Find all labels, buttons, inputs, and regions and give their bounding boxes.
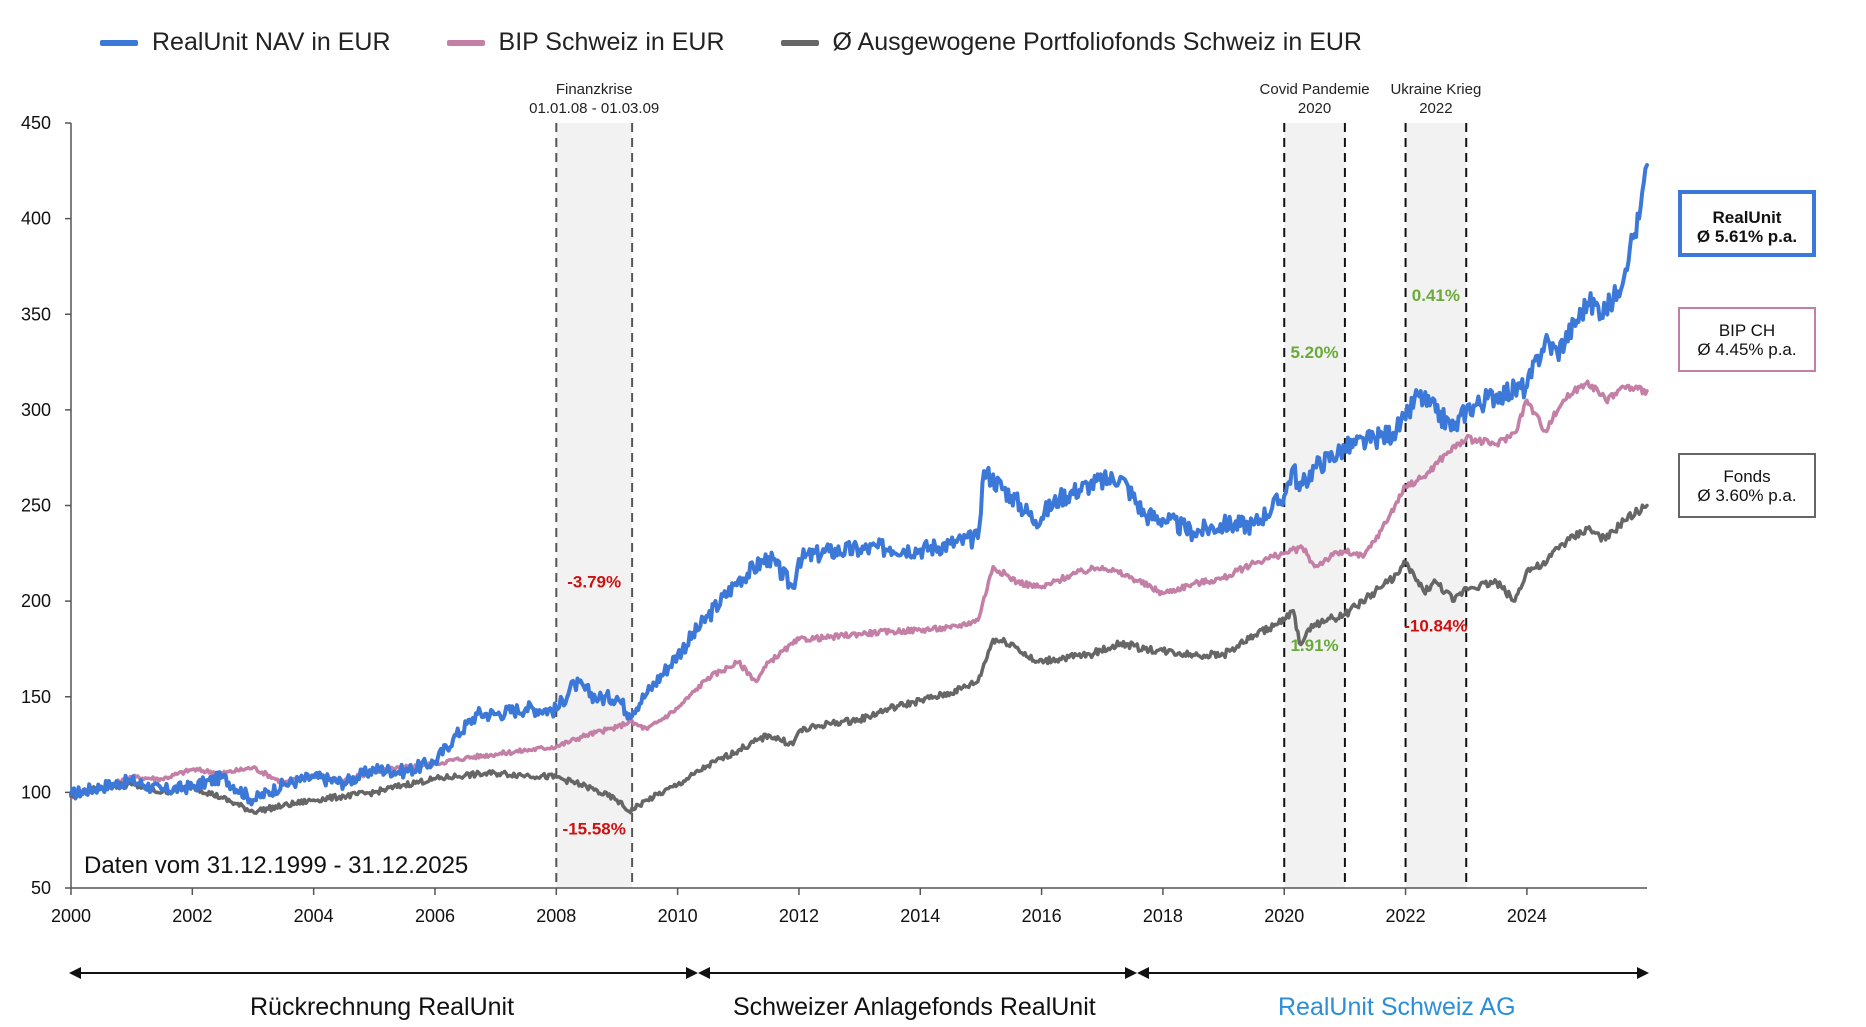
crisis-annotation-2-0: 0.41% bbox=[1412, 286, 1460, 305]
x-tick-label-2020: 2020 bbox=[1264, 906, 1304, 926]
summary-box-bip: BIP CH Ø 4.45% p.a. bbox=[1678, 307, 1816, 372]
crisis-annotation-2-1: -10.84% bbox=[1404, 617, 1467, 636]
y-tick-label-200: 200 bbox=[21, 591, 51, 611]
period-arrow-head-right-0 bbox=[686, 967, 698, 979]
x-tick-label-2014: 2014 bbox=[900, 906, 940, 926]
legend-swatch-fonds bbox=[780, 39, 819, 46]
crisis-annotation-0-0: -3.79% bbox=[567, 573, 621, 592]
summary-bip-rate: Ø 4.45% p.a. bbox=[1697, 340, 1797, 359]
y-tick-label-50: 50 bbox=[31, 878, 51, 898]
crisis-annotations: -3.79% -15.58% 5.20% 1.91% 0.41% -10.84% bbox=[563, 286, 1468, 839]
summary-box-fonds: Fonds Ø 3.60% p.a. bbox=[1678, 453, 1816, 518]
period-arrow-head-right-1 bbox=[1125, 967, 1137, 979]
period-arrow-head-right-2 bbox=[1637, 967, 1649, 979]
crisis-band-2 bbox=[1405, 123, 1467, 888]
period-arrow-head-left-1 bbox=[698, 967, 710, 979]
legend-item-fonds[interactable]: Ø Ausgewogene Portfoliofonds Schweiz in … bbox=[780, 28, 1362, 57]
period-label-realunit-ag: RealUnit Schweiz AG bbox=[1278, 993, 1516, 1021]
y-tick-label-250: 250 bbox=[21, 496, 51, 516]
x-tick-label-2016: 2016 bbox=[1022, 906, 1062, 926]
period-arrow-head-left-2 bbox=[1137, 967, 1149, 979]
legend: RealUnit NAV in EUR BIP Schweiz in EUR Ø… bbox=[100, 28, 1362, 57]
date-range-note: Daten vom 31.12.1999 - 31.12.2025 bbox=[84, 852, 469, 879]
x-tick-label-2012: 2012 bbox=[779, 906, 819, 926]
period-arrow-head-left-0 bbox=[69, 967, 81, 979]
y-tick-label-300: 300 bbox=[21, 400, 51, 420]
crisis-bands: Finanzkrise 01.01.08 - 01.03.09 Covid Pand… bbox=[529, 81, 1481, 888]
x-tick-label-2004: 2004 bbox=[294, 906, 334, 926]
summary-box-realunit: RealUnit Ø 5.61% p.a. bbox=[1678, 190, 1816, 257]
x-tick-label-2008: 2008 bbox=[536, 906, 576, 926]
axes: 50 100 150 200 250 300 350 400 450 2000 2002 2004 20… bbox=[21, 113, 1647, 926]
period-arrows bbox=[69, 967, 1649, 979]
crisis-band-0 bbox=[556, 123, 633, 888]
summary-fonds-name: Fonds bbox=[1723, 467, 1771, 486]
crisis-title-0-line-0: Finanzkrise bbox=[556, 81, 633, 98]
summary-realunit-name: RealUnit bbox=[1712, 208, 1782, 227]
x-tick-label-2000: 2000 bbox=[51, 906, 91, 926]
crisis-title-2-line-0: Ukraine Krieg bbox=[1390, 81, 1481, 98]
crisis-title-1-line-1: 2020 bbox=[1298, 100, 1331, 117]
x-tick-label-2006: 2006 bbox=[415, 906, 455, 926]
legend-swatch-bip bbox=[446, 39, 485, 46]
y-tick-label-450: 450 bbox=[21, 113, 51, 133]
summary-fonds-rate: Ø 3.60% p.a. bbox=[1697, 486, 1797, 505]
legend-swatch-realunit bbox=[100, 39, 138, 46]
crisis-band-1 bbox=[1284, 123, 1345, 888]
period-label-rueckrechnung: Rückrechnung RealUnit bbox=[250, 993, 515, 1021]
x-tick-label-2024: 2024 bbox=[1507, 906, 1547, 926]
y-tick-label-150: 150 bbox=[21, 687, 51, 707]
series-lines bbox=[69, 163, 1649, 815]
crisis-title-2-line-1: 2022 bbox=[1419, 100, 1452, 117]
y-tick-label-100: 100 bbox=[21, 782, 51, 802]
x-tick-label-2022: 2022 bbox=[1386, 906, 1426, 926]
series-line-2 bbox=[69, 503, 1649, 815]
legend-label-realunit: RealUnit NAV in EUR bbox=[152, 28, 391, 56]
summary-realunit-rate: Ø 5.61% p.a. bbox=[1696, 227, 1798, 246]
legend-item-bip[interactable]: BIP Schweiz in EUR bbox=[446, 28, 725, 57]
crisis-annotation-1-0: 5.20% bbox=[1290, 343, 1338, 362]
crisis-title-0-line-1: 01.01.08 - 01.03.09 bbox=[529, 100, 659, 117]
crisis-annotation-1-1: 1.91% bbox=[1290, 636, 1338, 655]
x-tick-label-2010: 2010 bbox=[658, 906, 698, 926]
x-tick-label-2018: 2018 bbox=[1143, 906, 1183, 926]
crisis-title-1-line-0: Covid Pandemie bbox=[1260, 81, 1370, 98]
summary-bip-name: BIP CH bbox=[1718, 321, 1776, 340]
period-label-anlagefonds: Schweizer Anlagefonds RealUnit bbox=[733, 993, 1096, 1021]
y-tick-label-350: 350 bbox=[21, 304, 51, 324]
legend-item-realunit[interactable]: RealUnit NAV in EUR bbox=[100, 28, 391, 57]
legend-label-bip: BIP Schweiz in EUR bbox=[498, 28, 725, 56]
series-line-0 bbox=[69, 163, 1649, 807]
legend-label-fonds: Ø Ausgewogene Portfoliofonds Schweiz in … bbox=[832, 28, 1362, 56]
crisis-annotation-0-1: -15.58% bbox=[563, 819, 626, 838]
y-tick-label-400: 400 bbox=[21, 209, 51, 229]
x-tick-label-2002: 2002 bbox=[172, 906, 212, 926]
